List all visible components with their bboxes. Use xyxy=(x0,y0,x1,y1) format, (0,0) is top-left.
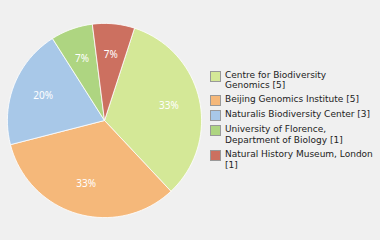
svg-text:33%: 33% xyxy=(76,176,96,190)
html-text:Natural History Museum, London: Natural History Museum, London [1] xyxy=(225,148,373,170)
svg-text:7%: 7% xyxy=(75,51,89,65)
svg-text:7%: 7% xyxy=(104,47,118,61)
html-text:University of Florence, Depart: University of Florence, Department of Bi… xyxy=(225,124,343,145)
html-text:Centre for Biodiversity Genomi: Centre for Biodiversity Genomics [5] xyxy=(225,69,327,91)
svg-text:33%: 33% xyxy=(159,98,179,112)
html-text:Beijing Genomics Institute [5]: Beijing Genomics Institute [5] xyxy=(225,94,359,105)
html-text:Naturalis Biodiversity Center: Naturalis Biodiversity Center [3] xyxy=(225,109,370,120)
svg-text:20%: 20% xyxy=(33,88,53,102)
